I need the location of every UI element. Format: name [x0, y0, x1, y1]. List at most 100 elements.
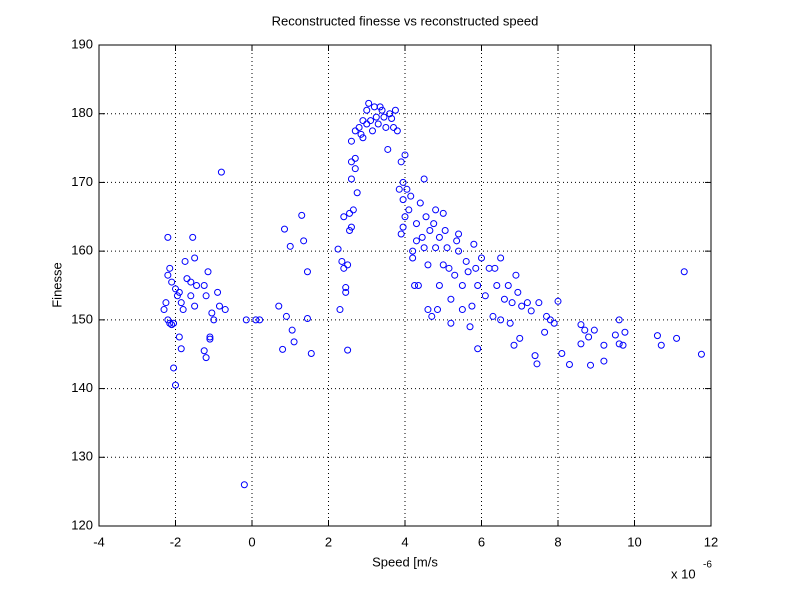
point: [256, 316, 264, 324]
point: [172, 381, 179, 389]
point: [426, 227, 434, 235]
point: [657, 341, 665, 349]
point: [577, 340, 585, 348]
point: [200, 347, 208, 355]
point: [590, 326, 598, 334]
point: [300, 237, 308, 245]
point: [240, 481, 248, 489]
point: [355, 123, 363, 131]
point: [363, 120, 371, 128]
point: [378, 106, 386, 114]
point: [409, 247, 417, 255]
plot-frame: [98, 44, 712, 527]
point: [611, 331, 619, 339]
point: [372, 113, 380, 121]
point: [187, 292, 195, 300]
chart-title: Reconstructed finesse vs reconstructed s…: [272, 13, 539, 28]
point: [290, 338, 298, 346]
point: [439, 261, 447, 269]
point: [393, 127, 401, 135]
point: [434, 306, 442, 314]
point: [206, 333, 214, 341]
x-tick-label: 6: [478, 534, 485, 549]
point: [478, 254, 485, 262]
point: [697, 350, 705, 358]
point: [432, 244, 440, 252]
point: [281, 225, 289, 233]
point: [466, 323, 474, 331]
point: [351, 154, 359, 162]
point: [558, 350, 566, 358]
point: [347, 158, 355, 166]
point: [401, 151, 409, 159]
point: [439, 209, 447, 217]
y-tick-label: 130: [71, 449, 93, 464]
point: [512, 271, 520, 279]
y-tick-label: 170: [71, 174, 93, 189]
x-tick-label: -4: [93, 534, 105, 549]
point: [344, 346, 352, 354]
x-multiplier: x 10: [671, 566, 696, 581]
point: [546, 316, 554, 324]
point: [619, 341, 627, 349]
point: [359, 134, 367, 142]
point: [451, 271, 459, 279]
point: [189, 233, 197, 241]
point: [500, 295, 508, 303]
point: [303, 268, 311, 276]
x-tick-label: 0: [248, 534, 255, 549]
point: [374, 120, 382, 128]
point: [493, 282, 501, 289]
point: [351, 127, 359, 135]
point: [340, 213, 348, 221]
point: [491, 264, 499, 272]
point: [443, 244, 451, 252]
point: [420, 244, 428, 252]
point: [386, 110, 394, 118]
point: [441, 227, 449, 235]
point: [455, 230, 463, 238]
point: [217, 168, 225, 176]
point: [397, 230, 405, 238]
point: [401, 213, 409, 221]
point: [481, 292, 489, 300]
point: [365, 99, 373, 107]
point: [347, 175, 355, 183]
point: [527, 307, 535, 315]
point: [518, 302, 526, 310]
point: [164, 316, 172, 324]
point: [680, 268, 688, 276]
y-tick-label: 160: [71, 243, 93, 258]
point: [252, 316, 260, 324]
point: [420, 175, 428, 183]
point: [472, 264, 480, 272]
point: [346, 227, 354, 235]
point: [600, 357, 608, 365]
point: [215, 302, 223, 310]
point: [405, 206, 413, 214]
point: [399, 196, 407, 204]
point: [282, 312, 290, 320]
point: [347, 137, 355, 145]
point: [384, 145, 392, 153]
point: [504, 282, 512, 289]
point: [497, 316, 505, 324]
point: [435, 233, 443, 241]
point: [541, 328, 549, 336]
x-axis-label: Speed [m/s: [372, 554, 438, 569]
point: [363, 106, 371, 114]
point: [554, 297, 562, 305]
point: [166, 319, 174, 327]
point: [342, 288, 350, 296]
point: [342, 284, 350, 292]
point: [357, 130, 365, 138]
point: [510, 341, 518, 349]
point: [395, 185, 403, 193]
point: [168, 321, 176, 329]
x-tick-label: -2: [170, 534, 182, 549]
point: [435, 282, 443, 289]
point: [181, 257, 189, 265]
point: [187, 278, 195, 286]
